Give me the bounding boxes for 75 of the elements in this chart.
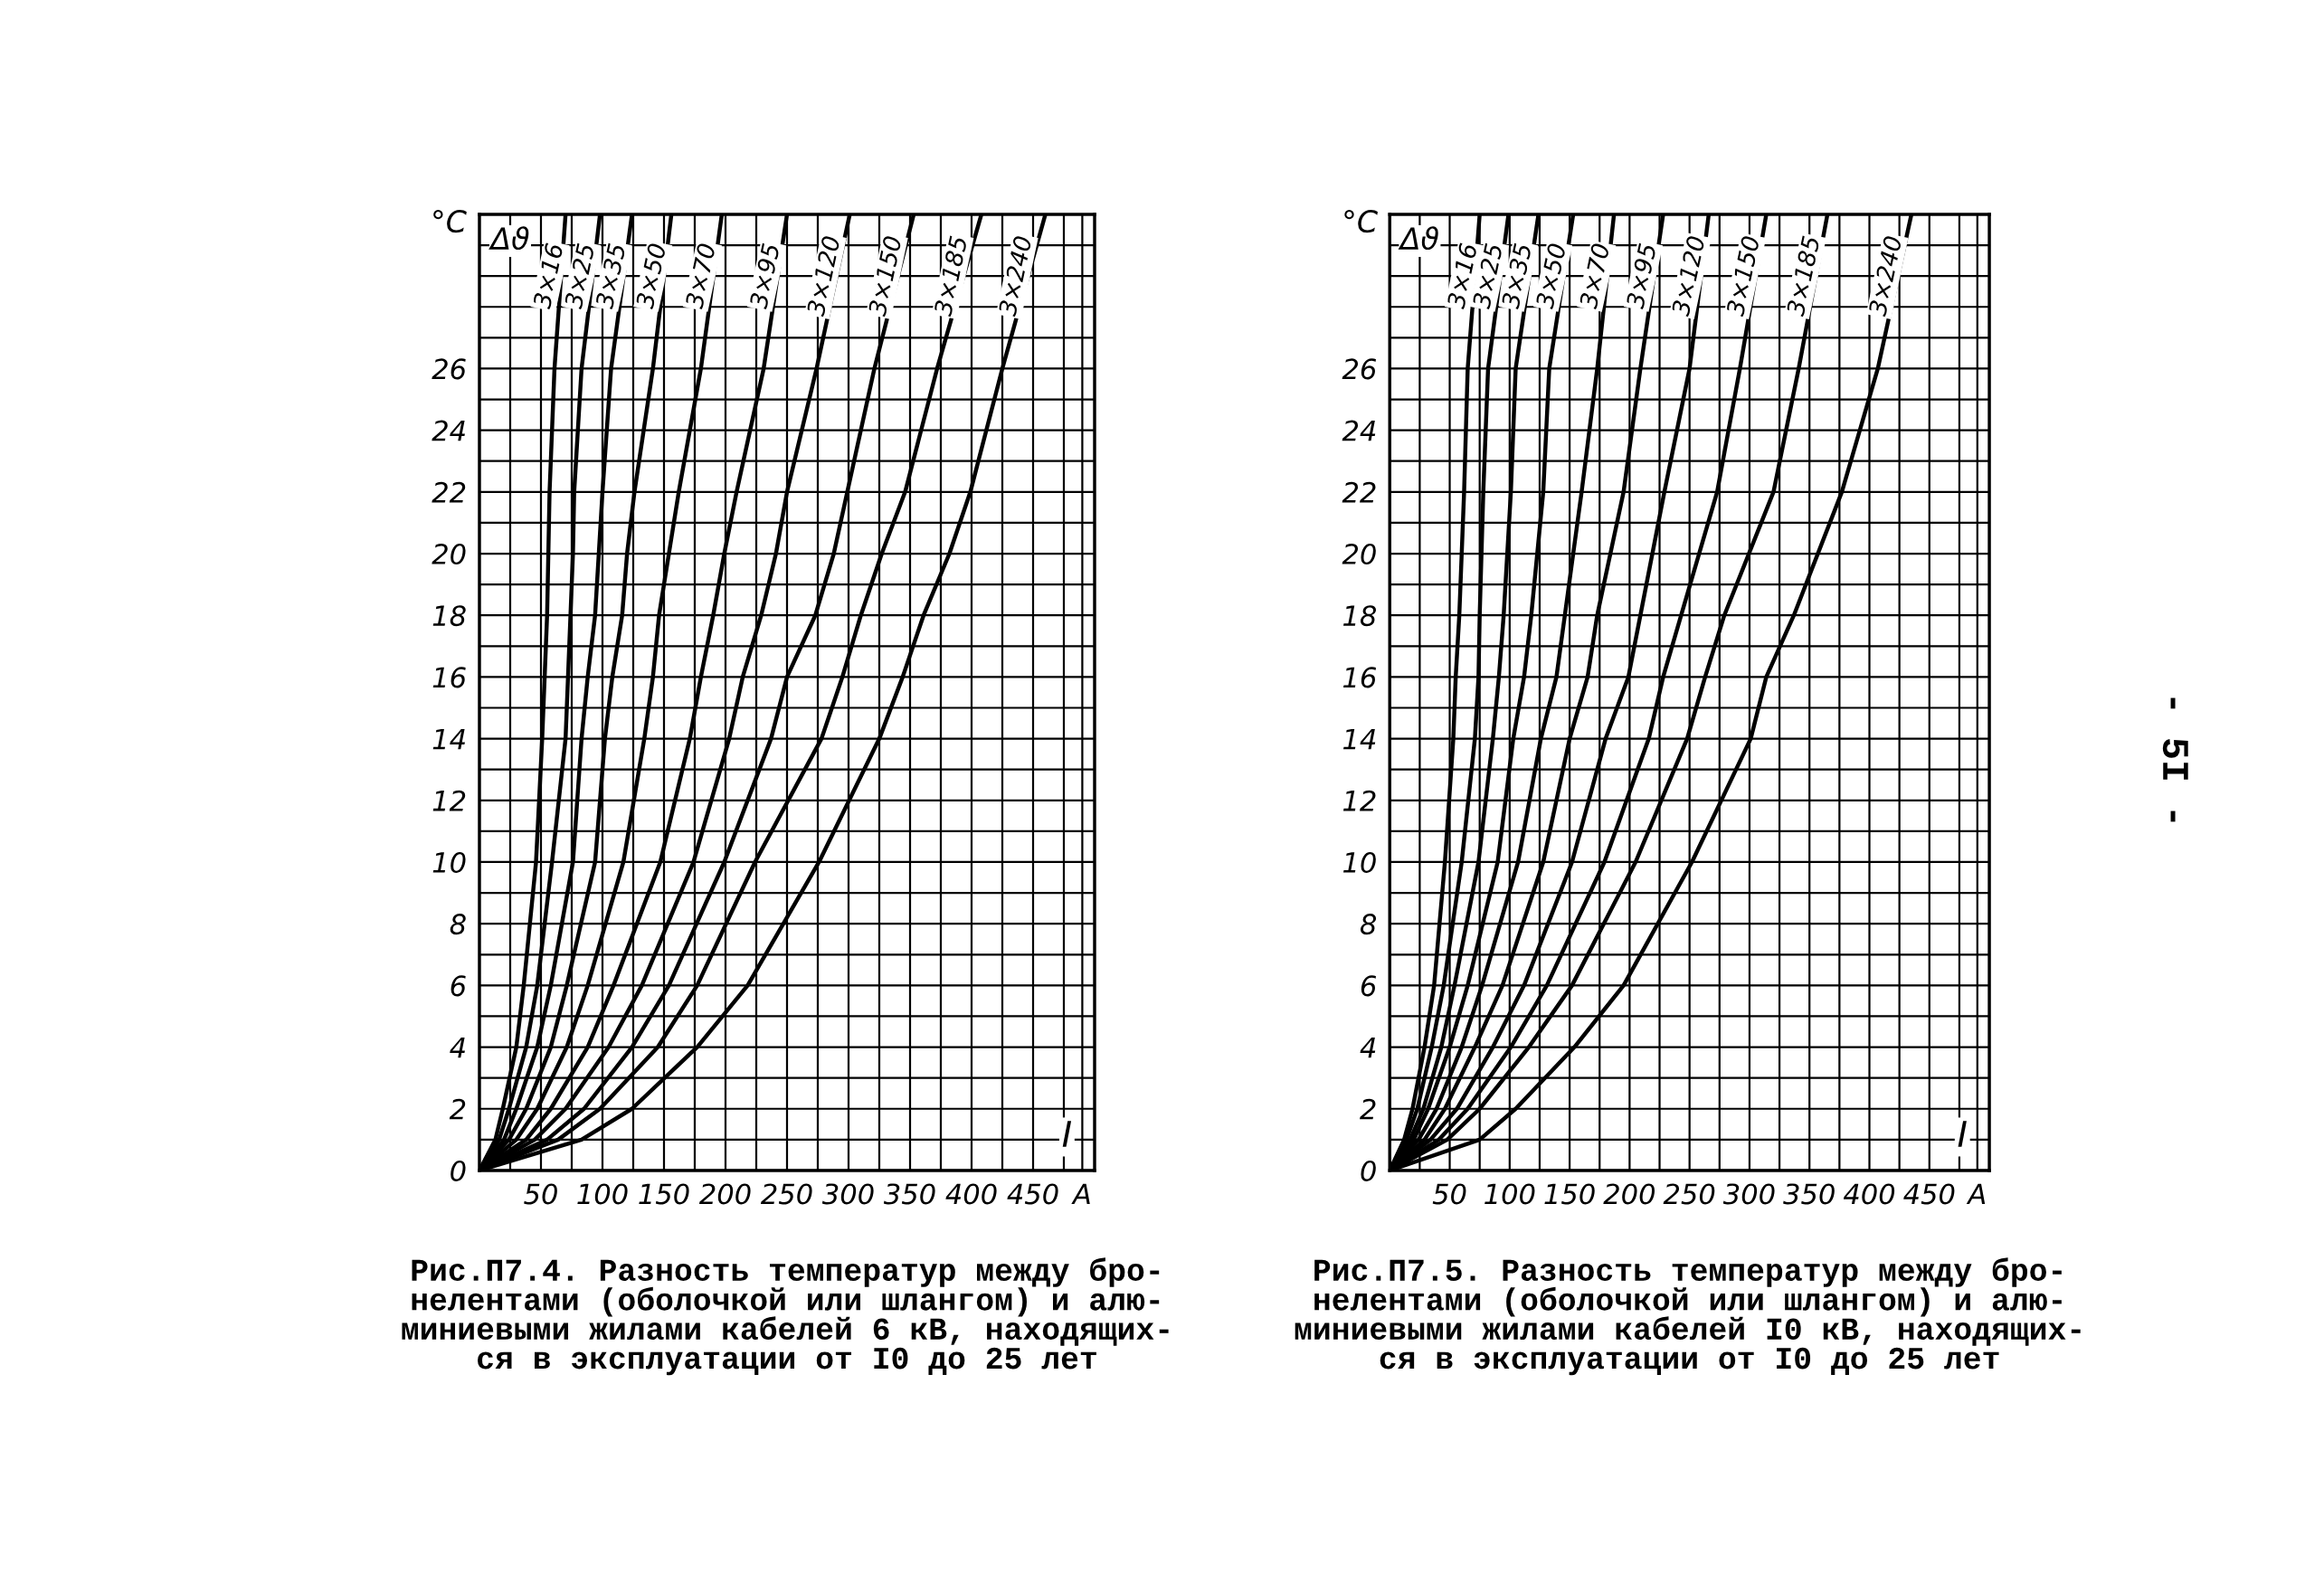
y-tick-label: 12 bbox=[1342, 790, 1376, 811]
x-tick-label: 100 bbox=[1485, 1183, 1535, 1205]
text: 3×120 bbox=[1671, 235, 1705, 318]
x-axis-title: I bbox=[1062, 1121, 1072, 1147]
y-axis-title: °C bbox=[1344, 209, 1378, 233]
x-tick-label: 450 bbox=[1007, 1183, 1058, 1205]
text: 3×16 bbox=[532, 242, 564, 310]
x-tick-label: 400 bbox=[945, 1183, 997, 1205]
y-tick-label: 10 bbox=[432, 851, 466, 874]
text: 3×95 bbox=[1625, 242, 1657, 310]
x-tick-label: 100 bbox=[577, 1183, 628, 1205]
y-axis-title: °C bbox=[433, 209, 467, 233]
text: 3×35 bbox=[594, 242, 626, 310]
y-tick-label: 16 bbox=[1342, 667, 1377, 688]
x-tick-label: 200 bbox=[1603, 1183, 1655, 1205]
text: 3×150 bbox=[1725, 235, 1760, 318]
x-axis-title: I bbox=[1958, 1121, 1967, 1147]
text: 3×95 bbox=[748, 242, 781, 310]
x-tick-label: A bbox=[1966, 1183, 1986, 1205]
x-tick-label: 300 bbox=[1722, 1183, 1775, 1205]
y-tick-label: 12 bbox=[432, 790, 466, 811]
y-tick-label: 22 bbox=[1342, 481, 1376, 503]
annotation: Δϑ bbox=[489, 226, 529, 251]
y-tick-label: 8 bbox=[450, 914, 466, 935]
y-tick-label: 0 bbox=[451, 1160, 466, 1181]
x-tick-label: 250 bbox=[760, 1183, 812, 1205]
y-tick-label: 14 bbox=[432, 728, 465, 750]
y-tick-label: 22 bbox=[432, 481, 466, 503]
x-tick-label: 50 bbox=[1432, 1183, 1466, 1205]
y-tick-label: 24 bbox=[432, 420, 465, 441]
text: Рис.П7.5. Разность температур между бро- нелентами (оболочкой или шлангом) и алю- миниевыми жилами кабелей I0 кВ, находящих- ся в эксплуатации от I0 до 25 лет bbox=[1295, 1257, 2081, 1376]
y-tick-label: 20 bbox=[1342, 543, 1376, 565]
text: 3×50 bbox=[1534, 242, 1567, 310]
y-tick-label: 24 bbox=[1342, 420, 1376, 441]
y-tick-label: 8 bbox=[1360, 914, 1377, 935]
y-tick-label: 4 bbox=[1360, 1037, 1376, 1058]
x-tick-label: 450 bbox=[1903, 1183, 1955, 1205]
text: 3×70 bbox=[1579, 242, 1610, 310]
x-tick-label: A bbox=[1071, 1183, 1090, 1205]
y-tick-label: 16 bbox=[432, 667, 466, 688]
x-tick-label: 250 bbox=[1663, 1183, 1715, 1205]
annotation: Δϑ bbox=[1398, 226, 1438, 251]
y-tick-label: 6 bbox=[451, 975, 466, 997]
x-tick-label: 150 bbox=[1544, 1183, 1595, 1205]
text: 3×50 bbox=[635, 242, 667, 310]
text: 3×240 bbox=[1867, 235, 1902, 318]
text: 3×185 bbox=[1786, 235, 1820, 318]
text: 3×120 bbox=[806, 235, 840, 318]
y-tick-label: 26 bbox=[432, 358, 466, 380]
y-tick-label: 20 bbox=[432, 543, 466, 565]
y-tick-label: 18 bbox=[432, 605, 466, 627]
y-tick-label: 2 bbox=[449, 1098, 466, 1120]
y-tick-label: 18 bbox=[1342, 605, 1377, 627]
y-tick-label: 14 bbox=[1342, 728, 1376, 750]
y-tick-label: 4 bbox=[450, 1037, 465, 1058]
y-tick-label: 6 bbox=[1361, 975, 1377, 997]
y-tick-label: 26 bbox=[1342, 358, 1377, 380]
y-tick-label: 2 bbox=[1360, 1098, 1376, 1120]
y-tick-label: 0 bbox=[1361, 1160, 1376, 1181]
y-tick-label: 10 bbox=[1342, 851, 1376, 874]
text: Рис.П7.4. Разность температур между бро- нелентами (оболочкой или шлангом) и алю- миниевыми жилами кабелей 6 кВ, находящих- ся в эксплуатации от I0 до 25 лет bbox=[402, 1257, 1169, 1376]
x-tick-label: 350 bbox=[883, 1183, 935, 1205]
x-tick-label: 300 bbox=[821, 1183, 874, 1205]
text: 3×25 bbox=[564, 242, 595, 310]
x-tick-label: 200 bbox=[698, 1183, 751, 1205]
x-tick-label: 400 bbox=[1843, 1183, 1895, 1205]
text: 3×185 bbox=[933, 235, 968, 318]
text: 3×35 bbox=[1501, 242, 1532, 310]
text: 3×150 bbox=[868, 235, 902, 318]
x-tick-label: 350 bbox=[1783, 1183, 1835, 1205]
x-tick-label: 50 bbox=[524, 1183, 557, 1205]
x-tick-label: 150 bbox=[639, 1183, 689, 1205]
text: - 5I - bbox=[2162, 697, 2188, 822]
text: 3×240 bbox=[998, 235, 1032, 318]
text: 3×70 bbox=[684, 242, 716, 310]
